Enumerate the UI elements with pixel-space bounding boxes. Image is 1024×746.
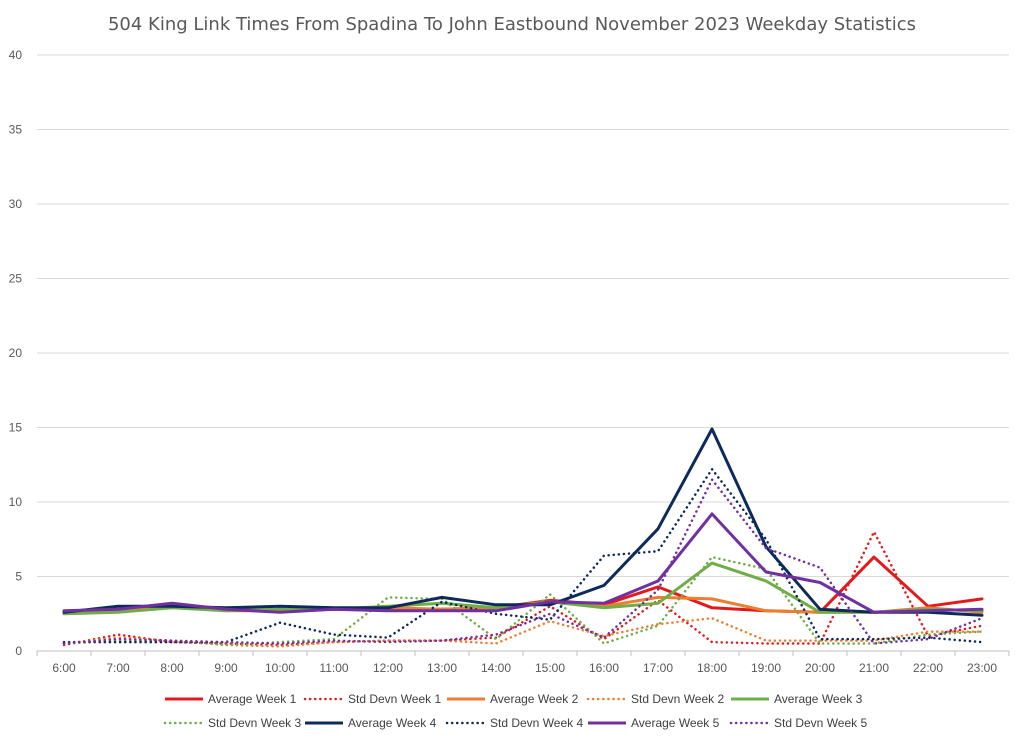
x-tick-label: 9:00 — [214, 661, 238, 675]
series-line-std-devn-week-3 — [62, 555, 984, 647]
legend-label: Std Devn Week 2 — [631, 692, 724, 706]
x-tick-label: 6:00 — [52, 661, 76, 675]
legend-item: Std Devn Week 1 — [303, 692, 441, 706]
legend-item: Std Devn Week 2 — [586, 692, 724, 706]
y-tick-label: 10 — [9, 495, 23, 509]
y-tick-label: 35 — [9, 123, 23, 137]
gridlines — [37, 54, 1009, 652]
legend-label: Std Devn Week 4 — [490, 716, 583, 730]
legend-item: Average Week 3 — [731, 692, 863, 706]
y-tick-label: 15 — [9, 421, 23, 435]
legend-item: Std Devn Week 4 — [445, 716, 583, 730]
x-tick-label: 13:00 — [427, 661, 457, 675]
legend-item: Std Devn Week 5 — [729, 716, 867, 730]
series-line-std-devn-week-5 — [62, 478, 984, 645]
y-tick-label: 5 — [15, 570, 22, 584]
y-axis-ticks: 0 5 10 15 20 25 30 35 40 — [9, 48, 23, 658]
x-tick-label: 16:00 — [589, 661, 619, 675]
x-tick-label: 10:00 — [265, 661, 295, 675]
legend-label: Average Week 5 — [631, 716, 720, 730]
y-tick-label: 25 — [9, 272, 23, 286]
chart-title: 504 King Link Times From Spadina To John… — [108, 14, 916, 35]
x-tick-label: 15:00 — [535, 661, 565, 675]
x-axis-ticks: 6:00 7:00 8:00 9:00 10:00 11:00 12:00 13:00 14:0… — [36, 651, 1010, 675]
legend-label: Average Week 2 — [490, 692, 579, 706]
y-tick-label: 30 — [9, 197, 23, 211]
series-line-std-devn-week-1 — [62, 530, 984, 647]
x-tick-label: 17:00 — [643, 661, 673, 675]
x-tick-label: 8:00 — [160, 661, 184, 675]
legend-item: Average Week 5 — [588, 716, 720, 730]
legend-label: Average Week 4 — [348, 716, 437, 730]
legend: Average Week 1 Std Devn Week 1 Average Wee… — [163, 692, 867, 730]
x-tick-label: 18:00 — [697, 661, 727, 675]
legend-label: Std Devn Week 1 — [348, 692, 441, 706]
legend-label: Std Devn Week 3 — [208, 716, 301, 730]
x-tick-label: 23:00 — [967, 661, 997, 675]
y-tick-label: 40 — [9, 48, 23, 62]
series-line-average-week-5 — [62, 512, 984, 614]
x-tick-label: 21:00 — [859, 661, 889, 675]
legend-label: Std Devn Week 5 — [774, 716, 867, 730]
legend-item: Average Week 2 — [447, 692, 579, 706]
legend-item: Average Week 4 — [305, 716, 437, 730]
x-tick-label: 22:00 — [913, 661, 943, 675]
x-tick-label: 7:00 — [106, 661, 130, 675]
legend-item: Average Week 1 — [165, 692, 297, 706]
x-tick-label: 19:00 — [751, 661, 781, 675]
legend-label: Average Week 3 — [774, 692, 863, 706]
y-tick-label: 20 — [9, 346, 23, 360]
legend-label: Average Week 1 — [208, 692, 297, 706]
x-tick-label: 11:00 — [319, 661, 348, 675]
y-tick-label: 0 — [15, 644, 22, 658]
legend-item: Std Devn Week 3 — [163, 716, 301, 730]
x-tick-label: 14:00 — [481, 661, 511, 675]
x-tick-label: 12:00 — [373, 661, 403, 675]
x-tick-label: 20:00 — [805, 661, 835, 675]
series-lines — [62, 427, 984, 648]
